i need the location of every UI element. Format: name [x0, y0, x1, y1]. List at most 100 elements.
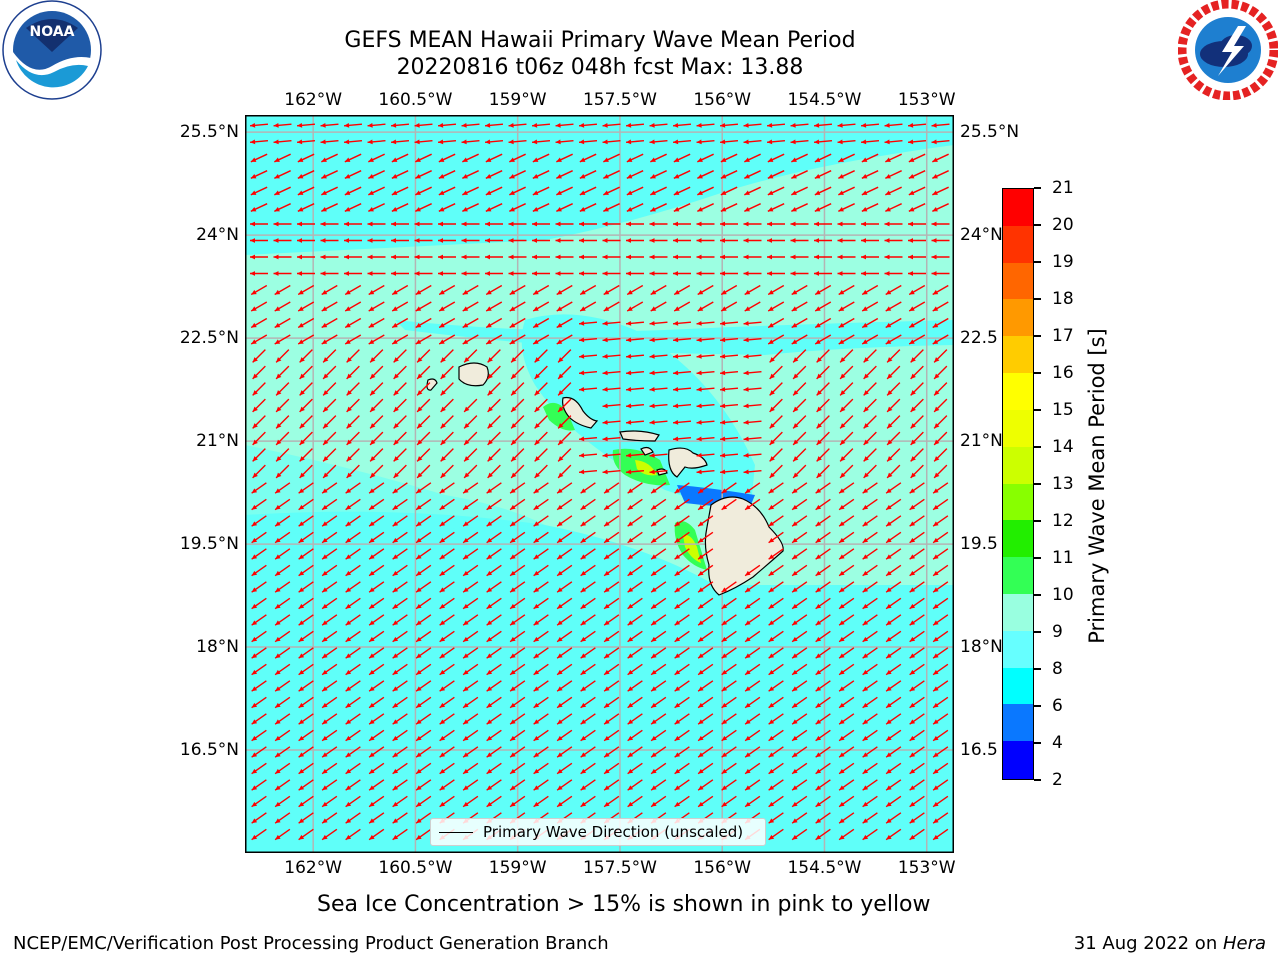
wave-arrow: [321, 680, 338, 692]
wave-arrow: [251, 696, 267, 709]
wave-arrow: [650, 482, 667, 494]
colorbar-label: Primary Wave Mean Period [s]: [1085, 328, 1109, 644]
y-tick-right-label: 18°N: [960, 637, 1003, 658]
wave-arrow: [719, 452, 739, 458]
wave-arrow: [439, 564, 455, 577]
y-tick-left-label: 25.5°N: [179, 122, 239, 143]
wave-arrow: [509, 630, 526, 643]
wave-arrow: [274, 581, 291, 593]
wave-arrow: [884, 122, 903, 128]
wave-arrow: [369, 448, 384, 462]
wave-arrow: [650, 170, 667, 179]
wave-arrow: [885, 696, 902, 709]
wave-arrow: [720, 153, 738, 163]
y-tick-right-label: 25.5°N: [960, 122, 1020, 143]
wave-arrow: [534, 464, 548, 479]
wave-arrow: [838, 812, 855, 824]
wave-arrow: [719, 386, 739, 392]
wave-arrow: [322, 349, 337, 363]
wave-arrow: [744, 630, 761, 643]
wave-arrow: [862, 581, 878, 593]
wave-arrow: [863, 448, 877, 462]
wave-arrow: [625, 122, 645, 128]
wave-arrow: [415, 170, 432, 179]
wave-arrow: [769, 382, 783, 396]
wave-arrow: [345, 762, 361, 775]
wave-arrow: [321, 170, 338, 179]
wave-arrow: [275, 431, 290, 446]
wave-arrow: [321, 779, 338, 791]
wave-arrow: [252, 464, 266, 479]
colorbar-tick-mark: [1034, 261, 1041, 263]
wave-arrow: [627, 548, 643, 560]
wave-arrow: [509, 203, 526, 212]
wave-arrow: [393, 349, 407, 363]
wave-arrow: [838, 531, 855, 544]
wave-arrow: [274, 564, 291, 577]
wave-arrow: [720, 301, 738, 312]
wave-arrow: [719, 469, 739, 475]
wave-arrow: [392, 762, 408, 775]
wave-arrow: [391, 254, 409, 260]
wave-arrow: [696, 436, 715, 442]
wave-arrow: [603, 482, 620, 494]
wave-arrow: [743, 436, 762, 442]
wave-arrow: [415, 779, 432, 791]
wave-arrow: [415, 498, 432, 511]
wave-arrow: [414, 238, 433, 243]
wave-arrow: [393, 464, 407, 479]
wave-arrow: [862, 795, 878, 808]
wave-arrow: [322, 365, 337, 380]
wave-arrow: [251, 680, 267, 692]
wave-arrow: [415, 515, 432, 527]
x-tick-bottom-label: 157.5°W: [582, 858, 657, 878]
wave-arrow: [368, 186, 385, 196]
wave-arrow: [486, 630, 502, 643]
wave-arrow: [719, 122, 739, 128]
wave-arrow: [509, 153, 526, 163]
wave-arrow: [438, 203, 456, 212]
wave-arrow: [486, 564, 502, 577]
wave-arrow: [556, 680, 573, 692]
wave-arrow: [486, 696, 502, 709]
wave-arrow: [908, 203, 926, 212]
wave-arrow: [602, 436, 621, 442]
wave-arrow: [532, 153, 550, 163]
wave-arrow: [885, 680, 902, 692]
wave-arrow: [909, 795, 925, 808]
wave-arrow: [297, 271, 315, 276]
wave-arrow: [274, 284, 291, 296]
wave-arrow: [485, 186, 503, 196]
wave-arrow: [439, 696, 455, 709]
wave-arrow: [674, 498, 690, 511]
wave-arrow: [649, 386, 668, 392]
colorbar-tick-label: 21: [1052, 178, 1074, 198]
wave-arrow: [744, 614, 761, 626]
wave-arrow: [461, 271, 480, 276]
colorbar-tick-mark: [1034, 705, 1041, 707]
wave-arrow: [580, 548, 596, 560]
wave-arrow: [556, 762, 573, 775]
wave-arrow: [932, 317, 949, 329]
wave-arrow: [674, 531, 690, 544]
wave-arrow: [697, 203, 714, 212]
wave-arrow: [251, 812, 267, 824]
wave-arrow: [744, 647, 761, 659]
wave-arrow: [438, 238, 456, 243]
wave-arrow: [463, 464, 478, 479]
wave-arrow: [321, 482, 338, 494]
wave-arrow: [579, 153, 597, 163]
wave-arrow: [673, 271, 691, 276]
wave-arrow: [649, 469, 668, 475]
wave-arrow: [485, 221, 503, 227]
wave-arrow: [485, 271, 503, 276]
wave-arrow: [885, 812, 902, 824]
wave-arrow: [556, 779, 573, 791]
wave-arrow: [791, 762, 808, 775]
wave-arrow: [298, 696, 314, 709]
wave-arrow: [674, 630, 690, 643]
colorbar-tick-label: 8: [1052, 659, 1063, 679]
wave-arrow: [580, 696, 596, 709]
wave-arrow: [485, 284, 503, 296]
wave-arrow: [886, 382, 901, 396]
